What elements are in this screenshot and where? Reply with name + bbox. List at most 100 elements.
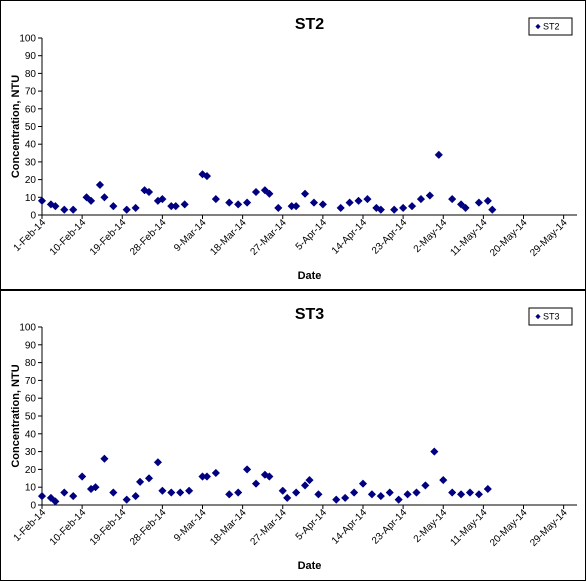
data-point xyxy=(439,475,448,485)
data-point xyxy=(109,488,118,497)
data-point xyxy=(77,472,87,481)
data-point xyxy=(332,495,341,504)
data-point xyxy=(100,193,109,202)
x-tick-label: 5-Apr-14 xyxy=(294,217,330,253)
data-point xyxy=(135,477,145,487)
y-axis-label: Concentration, NTU xyxy=(10,75,22,178)
data-point xyxy=(211,194,221,204)
data-point xyxy=(158,486,167,495)
data-point xyxy=(336,203,345,213)
y-tick-label: 40 xyxy=(25,429,37,440)
x-tick-label: 27-Mar-14 xyxy=(248,217,289,258)
data-point xyxy=(86,196,96,205)
data-point xyxy=(144,474,154,483)
data-point xyxy=(260,470,270,479)
y-tick-label: 30 xyxy=(25,157,37,168)
legend-box xyxy=(528,307,573,326)
data-point xyxy=(69,205,78,214)
data-point xyxy=(69,491,78,501)
data-point xyxy=(291,201,301,211)
data-point xyxy=(234,200,243,209)
data-point xyxy=(37,196,47,205)
data-point xyxy=(363,194,372,204)
data-point xyxy=(251,479,261,488)
data-point xyxy=(309,198,319,207)
y-tick-label: 80 xyxy=(25,69,37,80)
data-point xyxy=(349,488,359,497)
x-tick-label: 2-May-14 xyxy=(412,217,450,255)
data-point xyxy=(367,490,377,499)
y-tick-label: 0 xyxy=(30,501,36,512)
data-point xyxy=(345,198,354,207)
data-point xyxy=(358,479,368,488)
y-tick-label: 30 xyxy=(25,447,37,458)
data-point xyxy=(234,488,243,497)
data-point xyxy=(82,193,91,202)
y-tick-label: 100 xyxy=(19,34,36,45)
legend-label: ST3 xyxy=(543,312,560,322)
x-tick-label: 9-Mar-14 xyxy=(172,507,209,544)
data-point xyxy=(483,196,492,205)
data-point xyxy=(202,171,212,181)
data-point xyxy=(184,486,194,495)
y-tick-label: 80 xyxy=(25,358,37,369)
data-point xyxy=(51,201,60,211)
x-tick-label: 2-May-14 xyxy=(412,507,450,545)
y-tick-label: 40 xyxy=(25,140,37,151)
data-point xyxy=(305,475,314,485)
data-point xyxy=(242,198,252,207)
data-point xyxy=(314,490,323,499)
y-tick-label: 60 xyxy=(25,104,37,115)
data-point xyxy=(456,200,466,209)
y-tick-label: 0 xyxy=(30,211,36,222)
data-point xyxy=(274,203,283,213)
x-tick-label: 18-Mar-14 xyxy=(208,217,249,258)
data-point xyxy=(394,495,403,504)
x-tick-label: 18-Mar-14 xyxy=(208,507,249,548)
x-tick-label: 1-Feb-14 xyxy=(12,507,49,544)
x-tick-label: 29-May-14 xyxy=(528,507,570,549)
y-tick-label: 10 xyxy=(25,483,37,494)
data-point xyxy=(448,194,457,204)
x-axis-label: Date xyxy=(298,270,322,282)
data-point xyxy=(390,205,399,214)
data-point xyxy=(421,481,430,490)
y-tick-label: 50 xyxy=(25,122,37,133)
x-tick-label: 28-Feb-14 xyxy=(128,217,169,258)
data-point xyxy=(448,488,457,497)
data-point xyxy=(488,205,497,214)
data-point xyxy=(461,203,470,213)
data-point xyxy=(300,189,310,198)
data-point xyxy=(225,198,234,207)
data-point xyxy=(242,465,252,474)
data-point xyxy=(144,187,154,197)
data-point xyxy=(60,488,69,497)
data-point xyxy=(341,493,350,503)
x-tick-label: 20-May-14 xyxy=(488,217,530,259)
data-point xyxy=(483,484,492,494)
data-point xyxy=(474,490,484,499)
data-point xyxy=(354,196,363,205)
y-tick-label: 20 xyxy=(25,465,37,476)
x-tick-label: 19-Feb-14 xyxy=(88,507,129,548)
data-point xyxy=(376,491,385,501)
data-point xyxy=(260,186,270,195)
data-point xyxy=(171,201,180,211)
y-tick-label: 20 xyxy=(25,175,37,186)
y-tick-label: 10 xyxy=(25,193,37,204)
data-point xyxy=(131,491,140,501)
data-point xyxy=(180,200,189,209)
data-point xyxy=(60,205,69,214)
x-tick-label: 1-Feb-14 xyxy=(12,217,49,254)
data-point xyxy=(91,483,100,492)
y-tick-label: 70 xyxy=(25,87,37,98)
chart-panel-st3: ST3 0 10 20 30 40 50 60 70 80 90 100 1-Feb-14 10-Feb-… xyxy=(0,290,586,581)
data-point xyxy=(176,488,185,497)
y-tick-label: 90 xyxy=(25,340,37,351)
data-point xyxy=(158,194,167,204)
chart-panel-st2: ST2 0 10 20 30 40 50 60 70 80 90 100 1-Feb-14 10-Feb-… xyxy=(0,0,586,290)
data-point xyxy=(385,488,394,497)
data-point xyxy=(372,203,381,213)
data-point xyxy=(403,490,412,499)
data-point xyxy=(430,447,439,456)
